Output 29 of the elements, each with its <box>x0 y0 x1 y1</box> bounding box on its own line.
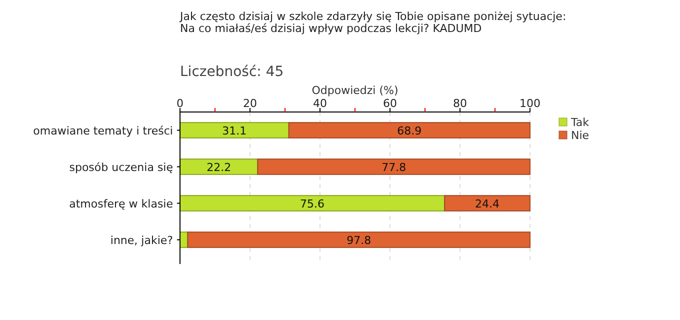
bar <box>444 195 530 212</box>
data-label: 24.4 <box>475 197 500 210</box>
data-label: 77.8 <box>382 160 406 174</box>
x-axis-title: Odpowiedzi (%) <box>312 84 398 97</box>
bar <box>257 158 530 175</box>
y-tick-label: inne, jakie? <box>110 234 174 247</box>
bar <box>288 122 530 138</box>
x-tick-label: 80 <box>453 97 467 110</box>
data-label: 75.6 <box>300 197 325 210</box>
data-label: 31.1 <box>222 124 247 138</box>
x-tick-label: 40 <box>313 97 327 110</box>
bar <box>180 122 290 138</box>
y-tick-label: omawiane tematy i treści <box>33 124 173 138</box>
x-tick-label: 60 <box>383 97 397 110</box>
bar <box>187 232 530 248</box>
data-label: 68.9 <box>397 124 422 138</box>
y-tick-label: sposób uczenia się <box>69 160 174 174</box>
chart-title: Jak często dzisiaj w szkole zdarzyły się Tobie opisane poniżej sytuacje: Na co miałaś/eś dzisiaj wpływ podczas lekcji? KADUMD <box>179 10 566 35</box>
legend-label: Nie <box>571 129 590 142</box>
x-tick-label: 0 <box>176 97 184 110</box>
x-tick-label: 100 <box>520 97 540 110</box>
legend-label: Tak <box>570 116 590 129</box>
x-tick-label: 20 <box>243 97 257 110</box>
data-label: 22.2 <box>206 160 232 174</box>
bar <box>180 195 446 212</box>
y-tick-label: atmosferę w klasie <box>69 197 174 210</box>
bar <box>180 158 258 175</box>
data-label: 97.8 <box>346 234 372 247</box>
chart-subtitle: Liczebność: 45 <box>180 64 284 80</box>
